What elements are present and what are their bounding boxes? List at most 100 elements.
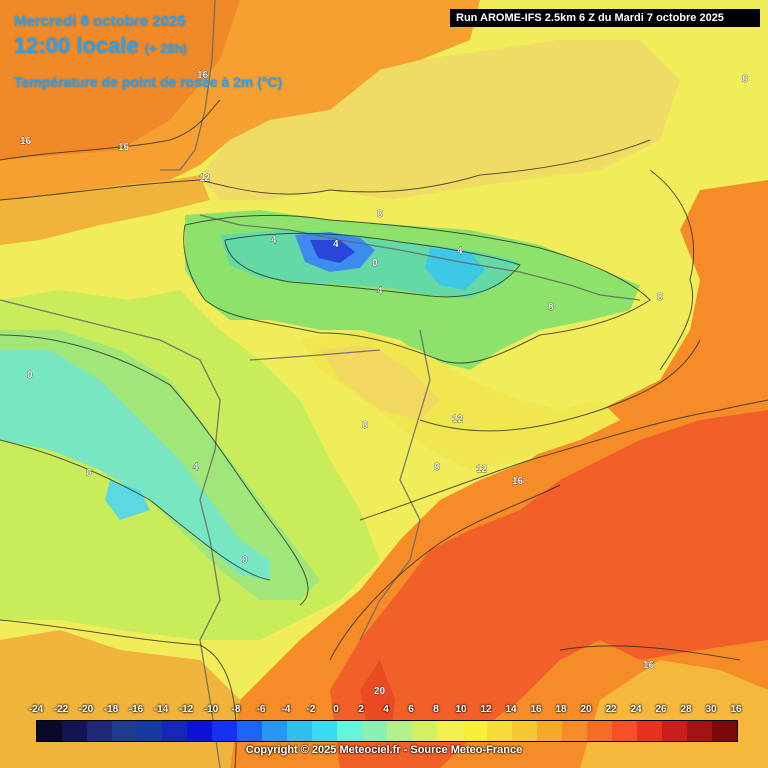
contour-label: 8: [657, 292, 663, 303]
legend-swatch: [612, 721, 637, 741]
contour-label: 8: [362, 420, 368, 431]
contour-label: 16: [643, 660, 655, 671]
contour-label: 4: [377, 286, 383, 297]
legend-tick-label: 12: [480, 704, 492, 715]
forecast-lead-time: (+ 28h): [144, 41, 188, 56]
legend-tick-label: -16: [128, 704, 144, 715]
legend-tick-label: 2: [358, 704, 364, 715]
legend-swatch: [587, 721, 612, 741]
parameter-title: Température de point de rosée à 2m (°C): [14, 74, 283, 90]
legend-tick-label: -20: [78, 704, 94, 715]
legend-swatch: [387, 721, 412, 741]
deep-orange-north: [0, 0, 240, 160]
legend-tick-label: 24: [630, 704, 642, 715]
legend-tick-label: 6: [408, 704, 414, 715]
legend-tick-label: 18: [555, 704, 567, 715]
cyan-zone-interior: [0, 350, 270, 580]
contour-label: 4: [271, 235, 277, 246]
legend-tick-label: 28: [680, 704, 692, 715]
light-yellow-zone-north: [200, 40, 680, 200]
legend-tick-label: 20: [580, 704, 592, 715]
contour-label: 16: [512, 476, 524, 487]
forecast-time: 12:00 locale (+ 28h): [14, 33, 187, 59]
contour-label: 0: [242, 555, 248, 566]
legend-swatch: [187, 721, 212, 741]
legend-swatch: [237, 721, 262, 741]
legend-swatch: [362, 721, 387, 741]
contour-label: 16: [118, 142, 130, 153]
legend-tick-label: 22: [605, 704, 617, 715]
legend-swatch: [62, 721, 87, 741]
legend-tick-label: -12: [178, 704, 194, 715]
legend-tick-label: -4: [281, 704, 291, 715]
legend-swatch: [537, 721, 562, 741]
legend-tick-label: -10: [203, 704, 219, 715]
legend-tick-label: 0: [333, 704, 339, 715]
legend-tick-label: 4: [383, 704, 389, 715]
contour-label: 8: [742, 74, 748, 85]
legend-tick-label: 16: [530, 704, 542, 715]
legend-tick-label: 14: [505, 704, 517, 715]
isolines: [0, 99, 768, 768]
contour-label: 4: [457, 246, 463, 257]
color-scale-legend: [36, 720, 738, 742]
legend-swatch: [637, 721, 662, 741]
contour-label: 12: [476, 464, 488, 475]
ebro-valley-lightyellow: [320, 345, 440, 420]
contour-label: 16: [197, 70, 209, 81]
contour-label: 0: [27, 370, 33, 381]
legend-swatch: [437, 721, 462, 741]
pyrenees-deep-blue: [310, 240, 355, 263]
legend-swatch: [662, 721, 687, 741]
contour-label: 0: [86, 468, 92, 479]
legend-tick-label: -2: [306, 704, 316, 715]
copyright-notice: Copyright © 2025 Meteociel.fr - Source M…: [245, 744, 523, 756]
legend-swatch: [287, 721, 312, 741]
legend-swatch: [512, 721, 537, 741]
legend-swatch: [562, 721, 587, 741]
legend-swatch: [112, 721, 137, 741]
legend-swatch: [687, 721, 712, 741]
contour-label: 8: [377, 209, 383, 220]
contour-label: 4: [193, 462, 199, 473]
legend-swatch: [712, 721, 737, 741]
legend-swatch: [412, 721, 437, 741]
forecast-date: Mercredi 8 octobre 2025: [14, 13, 186, 30]
contour-label: 16: [20, 136, 32, 147]
legend-tick-label: 16: [730, 704, 742, 715]
legend-swatch: [87, 721, 112, 741]
legend-tick-labels: -24 -22 -20 -18 -16 -14 -12 -10 -8 -6 -4 -2 0 2 4 6 8 10 1…: [0, 704, 768, 718]
legend-swatch: [37, 721, 62, 741]
legend-tick-label: 8: [433, 704, 439, 715]
contour-label: 8: [548, 302, 554, 313]
contour-labels: 16 16 16 12 8 8 8 8 8 8 4 4 4 4 4 0 0 0 …: [20, 70, 749, 698]
orange-zone-north-bay: [0, 175, 210, 245]
legend-swatch: [212, 721, 237, 741]
model-run-info: Run AROME-IFS 2.5km 6 Z du Mardi 7 octob…: [450, 9, 760, 27]
legend-tick-label: 26: [655, 704, 667, 715]
legend-tick-label: -14: [153, 704, 169, 715]
legend-tick-label: -24: [28, 704, 44, 715]
legend-swatch: [337, 721, 362, 741]
legend-tick-label: -6: [256, 704, 266, 715]
legend-swatch: [162, 721, 187, 741]
contour-label: 20: [374, 686, 386, 697]
legend-swatch: [462, 721, 487, 741]
country-borders: [0, 0, 641, 768]
contour-label: 4: [333, 239, 339, 250]
contour-label: 12: [199, 173, 211, 184]
legend-tick-label: -18: [103, 704, 119, 715]
legend-tick-label: -8: [231, 704, 241, 715]
legend-swatch: [137, 721, 162, 741]
contour-label: 0: [372, 258, 378, 269]
legend-swatch: [312, 721, 337, 741]
legend-tick-label: -22: [53, 704, 69, 715]
turquoise-patch: [105, 480, 150, 520]
legend-swatch: [487, 721, 512, 741]
contour-label: 12: [452, 414, 464, 425]
legend-tick-label: 30: [705, 704, 717, 715]
forecast-time-value: 12:00 locale: [14, 33, 139, 58]
legend-swatch: [262, 721, 287, 741]
